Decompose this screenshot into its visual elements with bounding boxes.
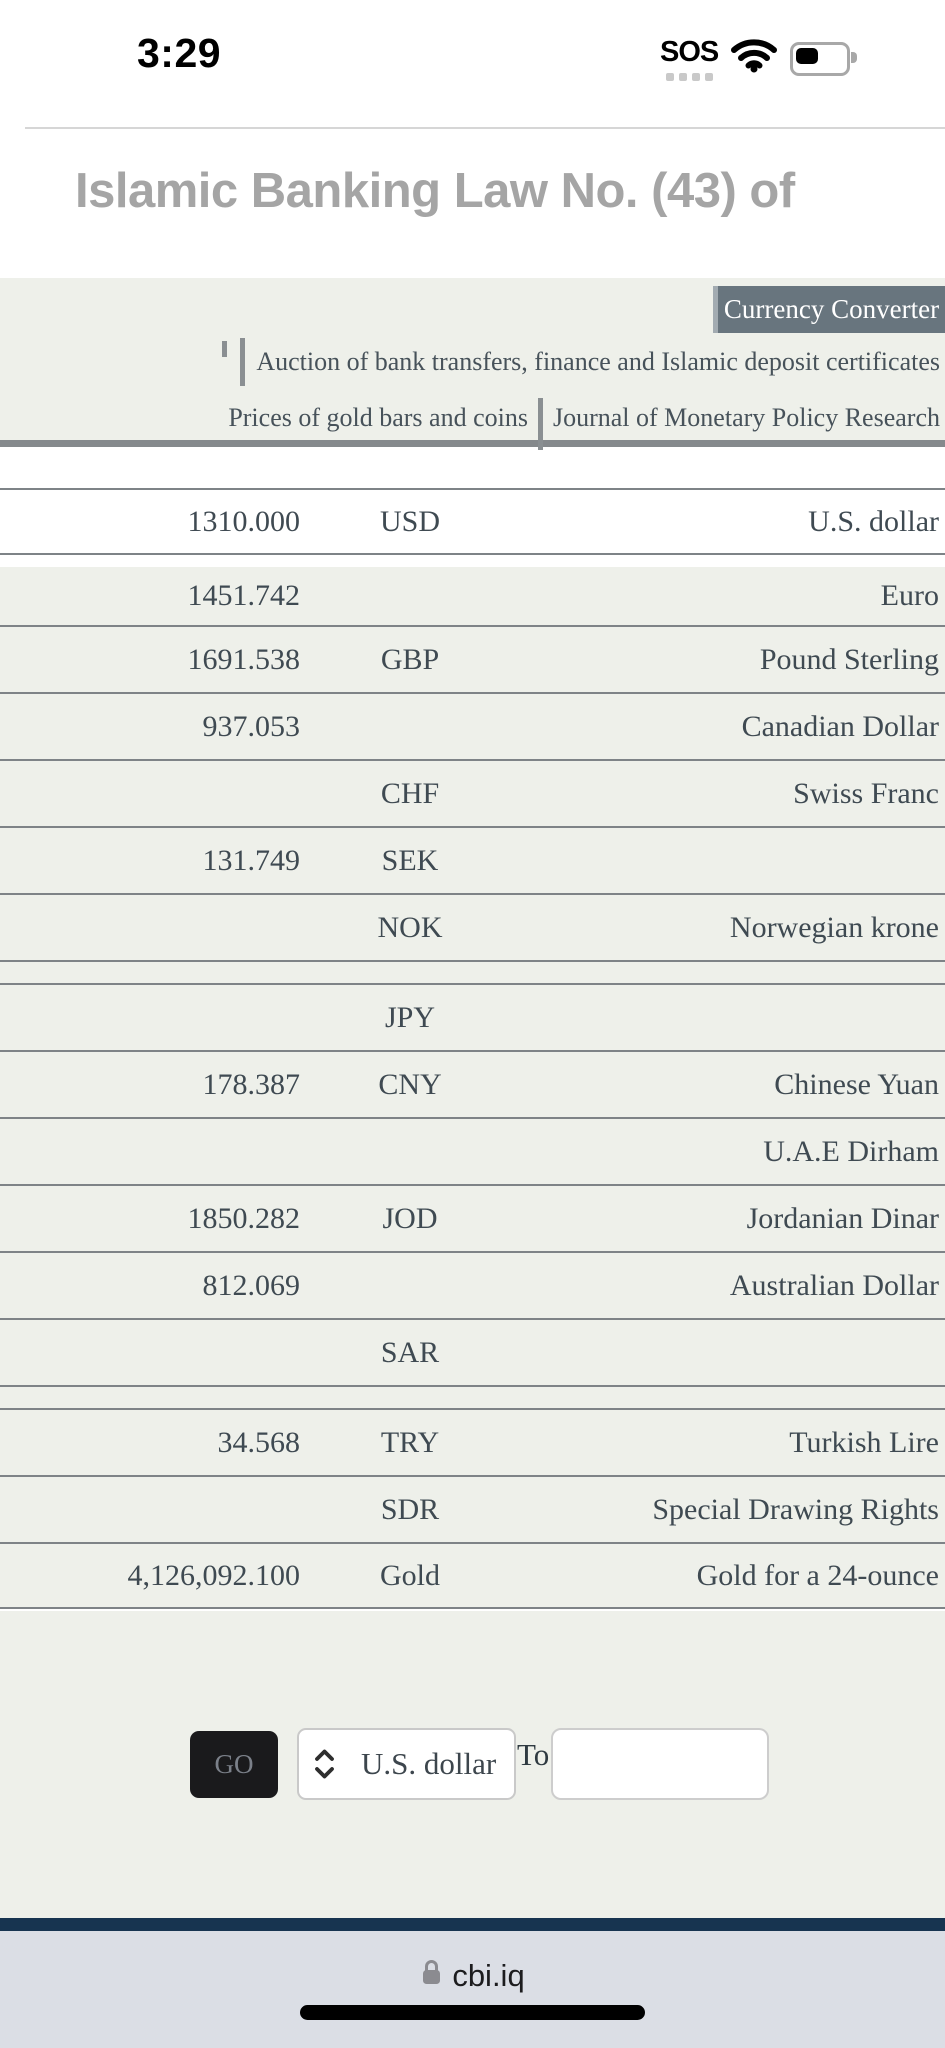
home-indicator[interactable]: [300, 2005, 645, 2020]
rates-table: 1310.000 USD U.S. dollar 1451.742 Euro 1691.5…: [0, 488, 945, 1609]
signal-dots-icon: [665, 73, 713, 81]
lock-icon: [420, 1957, 443, 1995]
table-row: 812.069 Australian Dollar: [0, 1251, 945, 1318]
currency-name: Swiss Franc: [793, 776, 939, 810]
table-row: 937.053 Canadian Dollar: [0, 692, 945, 759]
rate-value: 131.749: [202, 843, 301, 877]
currency-code: SDR: [380, 1492, 440, 1526]
battery-icon: [790, 41, 858, 76]
table-row: 1451.742 Euro: [0, 567, 945, 625]
status-time: 3:29: [137, 30, 222, 76]
rate-value: 1451.742: [187, 579, 301, 612]
separator-bar: [240, 338, 246, 386]
nav-links-row-1: Auction of bank transfers, finance and I…: [222, 338, 940, 386]
page-title: Islamic Banking Law No. (43) of: [75, 164, 795, 218]
currency-code: Gold: [380, 1558, 440, 1592]
separator-bar: [537, 398, 543, 450]
table-row: SDR Special Drawing Rights: [0, 1475, 945, 1542]
currency-name: Chinese Yuan: [774, 1067, 939, 1101]
converter-section: GO U.S. dollar To: [0, 1611, 945, 1918]
to-label: To: [517, 1737, 550, 1772]
table-row: JPY: [0, 983, 945, 1050]
currency-name: Australian Dollar: [729, 1268, 939, 1302]
currency-nav-panel: Currency Converter Auction of bank trans…: [0, 278, 945, 450]
tick-mark: [222, 341, 228, 357]
currency-code: USD: [379, 504, 440, 538]
rate-value: 1691.538: [187, 642, 301, 676]
safari-bottom-bar: cbi.iq: [0, 1931, 945, 2048]
currency-name: Norwegian krone: [729, 910, 939, 944]
table-row: 1310.000 USD U.S. dollar: [0, 488, 945, 553]
table-row: SAR: [0, 1318, 945, 1385]
currency-name: Special Drawing Rights: [652, 1492, 939, 1526]
status-divider: [25, 127, 945, 129]
currency-name: U.S. dollar: [808, 504, 939, 538]
cellular-sos: SOS: [660, 36, 719, 81]
sos-label: SOS: [660, 36, 719, 68]
wifi-icon: [731, 39, 778, 78]
currency-name: Gold for a 24-ounce: [696, 1558, 939, 1592]
table-row: 34.568 TRY Turkish Lire: [0, 1408, 945, 1475]
currency-name: Euro: [880, 579, 939, 612]
table-row: CHF Swiss Franc: [0, 759, 945, 826]
currency-name: Turkish Lire: [789, 1425, 939, 1459]
rate-value: 4,126,092.100: [127, 1558, 301, 1592]
from-currency-select[interactable]: U.S. dollar: [297, 1728, 516, 1800]
from-currency-value: U.S. dollar: [361, 1746, 497, 1781]
currency-name: Pound Sterling: [759, 642, 939, 676]
link-journal[interactable]: Journal of Monetary Policy Research: [552, 403, 940, 432]
table-row: 4,126,092.100 Gold Gold for a 24-ounce: [0, 1542, 945, 1609]
go-button[interactable]: GO: [190, 1731, 278, 1798]
nav-links-row-2: Prices of gold bars and coins Journal of…: [228, 392, 940, 450]
currency-name: U.A.E Dirham: [763, 1134, 939, 1168]
link-auction[interactable]: Auction of bank transfers, finance and I…: [256, 347, 940, 376]
rate-value: 1850.282: [187, 1201, 301, 1235]
address-bar[interactable]: cbi.iq: [0, 1957, 945, 1995]
rate-value: 178.387: [202, 1067, 301, 1101]
page-footer-strip: [0, 1918, 945, 1931]
rate-value: 937.053: [202, 709, 301, 743]
currency-name: Jordanian Dinar: [746, 1201, 939, 1235]
currency-converter-tab[interactable]: Currency Converter: [713, 286, 945, 333]
currency-code: SEK: [381, 843, 439, 877]
currency-name: Canadian Dollar: [741, 709, 939, 743]
currency-code: SAR: [380, 1335, 440, 1369]
table-row: 178.387 CNY Chinese Yuan: [0, 1050, 945, 1117]
table-row: U.A.E Dirham: [0, 1117, 945, 1184]
currency-code: CHF: [380, 776, 440, 810]
url-text: cbi.iq: [452, 1958, 525, 1993]
currency-code: GBP: [380, 642, 440, 676]
currency-code: JPY: [384, 1000, 436, 1034]
amount-input[interactable]: [551, 1728, 769, 1800]
currency-code: TRY: [380, 1425, 440, 1459]
rate-value: 1310.000: [187, 504, 301, 538]
link-gold-prices[interactable]: Prices of gold bars and coins: [228, 403, 528, 432]
table-row: [0, 1385, 945, 1408]
rate-value: 34.568: [217, 1425, 301, 1459]
table-row: 1850.282 JOD Jordanian Dinar: [0, 1184, 945, 1251]
currency-code: CNY: [378, 1067, 442, 1101]
table-row: NOK Norwegian krone: [0, 893, 945, 960]
rate-value: 812.069: [202, 1268, 301, 1302]
table-row: [0, 960, 945, 983]
status-icons: SOS: [660, 36, 860, 81]
row-spacer: [0, 553, 945, 567]
table-row: 1691.538 GBP Pound Sterling: [0, 625, 945, 692]
select-updown-icon: [312, 1747, 337, 1781]
table-row: 131.749 SEK: [0, 826, 945, 893]
currency-code: JOD: [382, 1201, 438, 1235]
currency-code: NOK: [377, 910, 443, 944]
